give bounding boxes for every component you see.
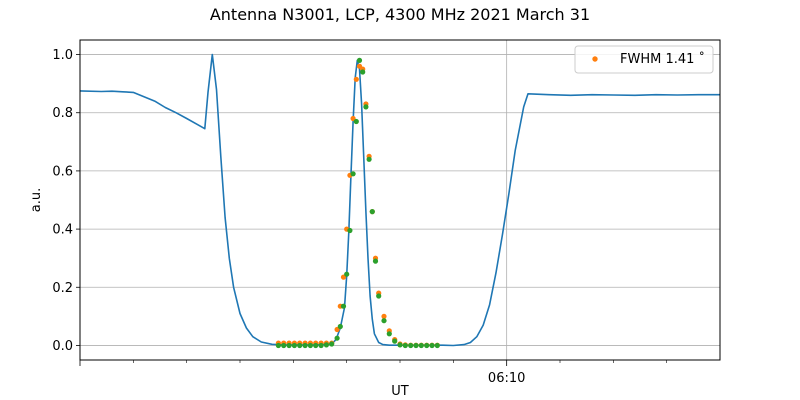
fwhm-point [353, 76, 359, 82]
fit-point [344, 271, 350, 277]
fit-point [434, 342, 440, 349]
fit-point [297, 342, 303, 349]
fit-point [281, 342, 287, 349]
fit-point [329, 341, 335, 347]
fit-point [302, 342, 308, 349]
fit-point [334, 335, 340, 341]
y-axis: 0.0 0.2 0.4 0.6 0.8 1.0 [52, 48, 80, 354]
legend-box [574, 45, 714, 74]
fit-point [381, 318, 387, 324]
axes-frame [79, 39, 721, 361]
fit-point [397, 342, 403, 348]
fit-point [337, 323, 343, 330]
fit-point [363, 104, 369, 110]
fit-point [340, 303, 347, 309]
fit-point [307, 342, 313, 349]
x-axis-label: UT [391, 384, 409, 399]
fit-point [353, 118, 359, 125]
fit-point [318, 342, 324, 349]
fit-point [392, 338, 398, 344]
fit-point [366, 156, 372, 162]
fit-point [424, 342, 430, 349]
fit-point [347, 227, 353, 234]
grid [79, 40, 720, 360]
fit-point [402, 342, 408, 349]
fit-point [313, 342, 319, 349]
fit-point [418, 342, 424, 349]
fwhm-point [381, 313, 387, 319]
y-tick-label: 0.2 [52, 281, 73, 296]
legend-marker [592, 56, 598, 62]
y-tick-label: 0.6 [52, 164, 73, 179]
series-line [79, 53, 720, 347]
y-tick-label: 1.0 [52, 48, 73, 63]
x-axis: 06:10 [79, 360, 667, 386]
y-tick-label: 0.0 [52, 339, 73, 354]
legend-label: FWHM 1.41 ˚ [620, 51, 705, 67]
fit-point [275, 342, 281, 349]
fit-point [376, 293, 382, 299]
fit-point [369, 209, 375, 215]
fit-point [356, 57, 363, 64]
legend: FWHM 1.41 ˚ [574, 45, 714, 74]
fit-point [413, 342, 419, 349]
chart-title: Antenna N3001, LCP, 4300 MHz 2021 March … [210, 5, 590, 24]
fit-point [429, 342, 435, 349]
y-axis-label: a.u. [29, 188, 44, 212]
fit-point [350, 171, 356, 177]
fit-point [372, 258, 379, 264]
fit-point [286, 342, 292, 349]
x-tick-label: 06:10 [488, 371, 525, 386]
fit-point [360, 69, 366, 75]
y-tick-label: 0.8 [52, 106, 73, 121]
fit-point [408, 342, 414, 349]
fit-point [386, 331, 392, 337]
fit-point [323, 342, 329, 348]
y-tick-label: 0.4 [52, 223, 73, 238]
plot-area [79, 53, 720, 349]
fit-point [291, 342, 297, 349]
